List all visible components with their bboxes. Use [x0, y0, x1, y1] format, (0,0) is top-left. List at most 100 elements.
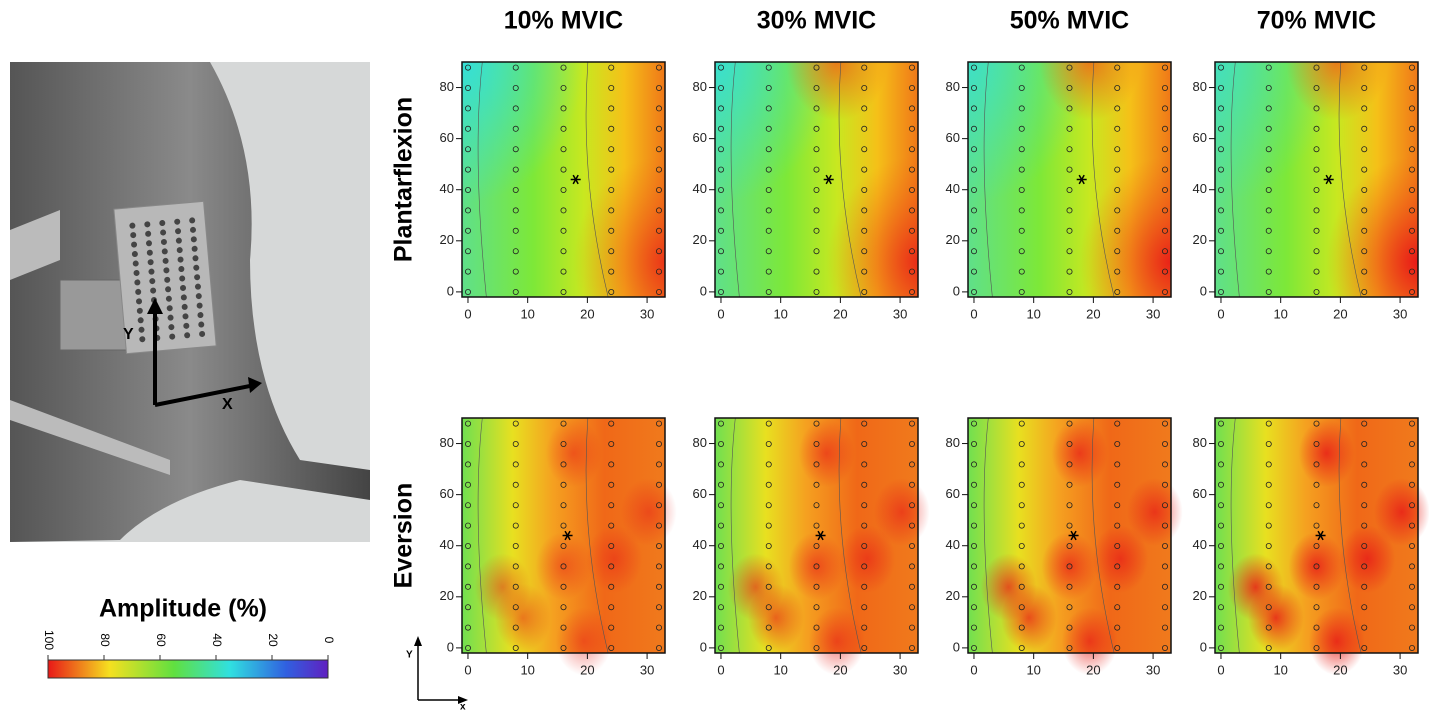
- electrode: [971, 227, 978, 234]
- y-tick-label: 20: [1193, 588, 1207, 603]
- electrode: [1265, 146, 1272, 153]
- electrode: [512, 146, 519, 153]
- x-tick-label: 10: [1026, 306, 1040, 321]
- electrode: [1114, 481, 1121, 488]
- electrode: [813, 481, 820, 488]
- electrode: [1018, 105, 1025, 112]
- electrode: [1066, 440, 1073, 447]
- electrode: [512, 481, 519, 488]
- electrode: [1361, 440, 1368, 447]
- photo-electrode: [136, 298, 143, 305]
- electrode: [861, 64, 868, 71]
- electrode: [560, 604, 567, 611]
- electrode: [560, 268, 567, 275]
- electrode: [765, 186, 772, 193]
- photo-electrode: [134, 279, 141, 286]
- electrode: [464, 125, 471, 132]
- electrode: [1361, 461, 1368, 468]
- photo-electrode: [193, 264, 200, 271]
- heatmap-overlay: [555, 607, 612, 676]
- electrode: [813, 604, 820, 611]
- electrode: [1409, 481, 1416, 488]
- y-tick-label: 40: [1193, 537, 1207, 552]
- electrode: [1218, 522, 1225, 529]
- electrode: [1361, 645, 1368, 652]
- electrode: [1018, 522, 1025, 529]
- electrode: [1162, 481, 1169, 488]
- electrode: [656, 440, 663, 447]
- electrode: [1066, 563, 1073, 570]
- electrode: [1114, 166, 1121, 173]
- heatmap-overlay: [1247, 583, 1304, 652]
- electrode: [1361, 85, 1368, 92]
- electrode: [656, 461, 663, 468]
- electrode: [971, 543, 978, 550]
- electrode: [1066, 166, 1073, 173]
- electrode: [1018, 186, 1025, 193]
- heatmap-overlay: [808, 607, 865, 676]
- electrode: [765, 146, 772, 153]
- electrode: [861, 268, 868, 275]
- electrode: [718, 268, 725, 275]
- photo-electrode: [137, 317, 144, 324]
- electrode: [1066, 461, 1073, 468]
- electrode: [1218, 207, 1225, 214]
- electrode: [464, 420, 471, 427]
- electrode: [813, 227, 820, 234]
- electrode: [1018, 440, 1025, 447]
- electrode: [1313, 85, 1320, 92]
- electrode: [813, 583, 820, 590]
- electrode: [656, 481, 663, 488]
- colorbar-tick-label: 20: [266, 633, 280, 647]
- contour: [838, 417, 862, 654]
- electrode: [718, 248, 725, 255]
- electrode: [1313, 248, 1320, 255]
- electrode: [512, 502, 519, 509]
- photo-electrode: [135, 288, 142, 295]
- electrode: [512, 105, 519, 112]
- electrode: [909, 583, 916, 590]
- electrode: [765, 543, 772, 550]
- panel-frame: [714, 417, 919, 654]
- electrode: [1162, 461, 1169, 468]
- heatmap-overlay: [620, 478, 677, 546]
- y-tick-label: 60: [693, 130, 707, 145]
- electrode: [765, 624, 772, 631]
- photo-electrode: [146, 249, 153, 256]
- electrode: [861, 461, 868, 468]
- electrode: [971, 502, 978, 509]
- y-tick-label: 80: [440, 79, 454, 94]
- electrode: [909, 645, 916, 652]
- electrode: [909, 64, 916, 71]
- electrode: [512, 268, 519, 275]
- electrode: [1361, 624, 1368, 631]
- electrode: [765, 207, 772, 214]
- electrode: [1313, 268, 1320, 275]
- electrode: [909, 85, 916, 92]
- electrode: [861, 186, 868, 193]
- electrode: [909, 604, 916, 611]
- electrode: [608, 461, 615, 468]
- electrode: [1114, 146, 1121, 153]
- x-tick-label: 20: [1086, 306, 1100, 321]
- electrode: [464, 461, 471, 468]
- electrode: [464, 604, 471, 611]
- electrode: [765, 604, 772, 611]
- electrode: [1265, 105, 1272, 112]
- electrode: [464, 105, 471, 112]
- electrode: [765, 461, 772, 468]
- y-tick-label: 20: [693, 232, 707, 247]
- electrode: [765, 227, 772, 234]
- electrode: [1018, 207, 1025, 214]
- electrode: [1114, 563, 1121, 570]
- colorbar-tick-label: 100: [42, 630, 56, 650]
- electrode: [909, 543, 916, 550]
- heatmap-overlay: [1092, 525, 1149, 593]
- photo-electrode: [169, 333, 176, 340]
- electrode: [608, 166, 615, 173]
- electrode: [765, 481, 772, 488]
- electrode: [1313, 522, 1320, 529]
- electrode: [909, 125, 916, 132]
- electrode: [656, 563, 663, 570]
- electrode: [1409, 64, 1416, 71]
